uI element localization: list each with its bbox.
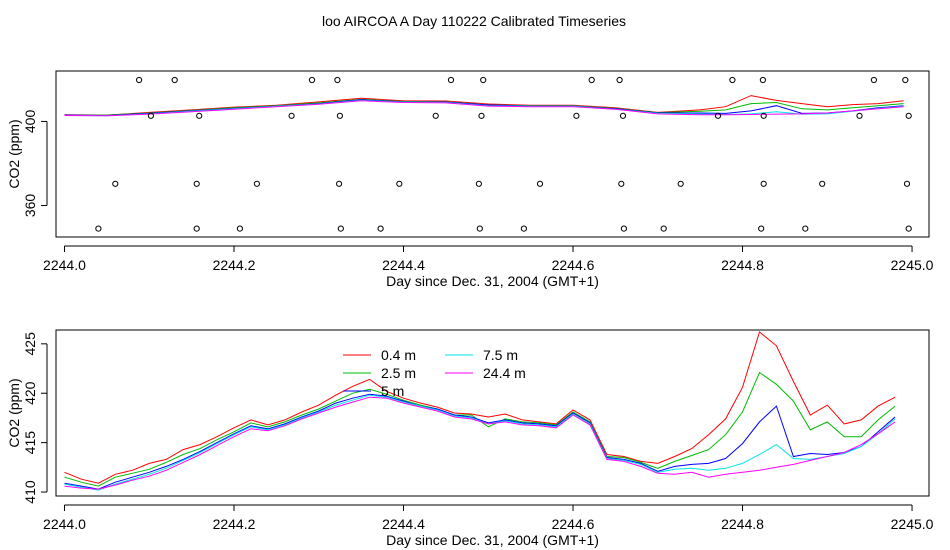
y-tick-label: 400 — [22, 110, 38, 134]
data-point — [112, 180, 119, 187]
data-point — [760, 180, 767, 187]
series-line-2 — [64, 99, 904, 117]
x-tick-label: 2244.6 — [552, 516, 595, 532]
y-tick-label: 410 — [22, 480, 38, 504]
top-panel: 2244.0 2244.2 2244.4 2244.6 2244.8 2245.0 Day … — [6, 70, 934, 289]
x-axis-label: Day since Dec. 31, 2004 (GMT+1) — [386, 532, 599, 548]
data-point — [619, 112, 627, 119]
series-line-4 — [64, 396, 896, 490]
series-line-1 — [64, 98, 904, 116]
data-point — [870, 76, 878, 84]
x-tick-label: 2245.0 — [891, 257, 934, 273]
data-point — [193, 225, 200, 232]
data-point — [377, 225, 384, 232]
bottom-panel: 2244.0 2244.2 2244.4 2244.6 2244.8 2245.0 Day … — [6, 329, 934, 548]
series-line-4 — [64, 100, 904, 117]
plot-frame — [55, 329, 930, 497]
data-point — [905, 112, 912, 119]
x-tick-label: 2244.0 — [43, 516, 86, 532]
data-point — [432, 112, 439, 119]
data-point — [288, 112, 295, 119]
data-point — [536, 180, 544, 187]
data-point — [196, 112, 203, 119]
data-point — [819, 180, 826, 187]
data-point — [618, 180, 625, 187]
y-axis-label: CO2 (ppm) — [6, 378, 22, 447]
data-point — [588, 76, 595, 84]
x-tick-label: 2244.4 — [382, 516, 425, 532]
series-line-0 — [64, 331, 896, 484]
data-point — [677, 180, 684, 187]
data-point — [856, 112, 863, 119]
legend-label: 24.4 m — [483, 365, 526, 381]
x-tick-label: 2244.2 — [213, 257, 256, 273]
data-point — [902, 76, 909, 84]
x-tick-label: 2245.0 — [891, 516, 934, 532]
data-point — [660, 225, 667, 232]
data-point — [193, 180, 200, 187]
legend-label: 0.4 m — [381, 347, 416, 363]
data-point — [336, 112, 343, 119]
legend-label: 7.5 m — [483, 347, 518, 363]
data-point — [714, 112, 722, 119]
data-point — [336, 180, 343, 187]
data-point — [334, 76, 341, 84]
data-point — [253, 180, 260, 187]
legend-label: 5 m — [381, 383, 404, 399]
data-point — [573, 112, 580, 119]
data-point — [475, 180, 482, 187]
x-tick-label: 2244.8 — [721, 257, 764, 273]
y-tick-label: 425 — [22, 332, 38, 356]
data-point — [478, 112, 485, 119]
data-point — [171, 76, 178, 84]
plot-frame — [55, 70, 930, 238]
x-tick-label: 2244.6 — [552, 257, 595, 273]
data-point — [236, 225, 243, 232]
data-point — [147, 112, 154, 119]
legend-label: 2.5 m — [381, 365, 416, 381]
data-point — [758, 225, 765, 232]
x-tick-label: 2244.2 — [213, 516, 256, 532]
x-tick-label: 2244.8 — [721, 516, 764, 532]
y-tick-label: 420 — [22, 381, 38, 405]
data-point — [447, 76, 455, 84]
data-point — [95, 225, 102, 232]
data-point — [396, 180, 403, 187]
x-tick-label: 2244.4 — [382, 257, 425, 273]
data-point — [520, 225, 528, 232]
data-point — [616, 76, 623, 84]
data-point — [905, 225, 912, 232]
data-point — [308, 76, 316, 84]
series-line-3 — [64, 394, 896, 491]
y-tick-label: 360 — [22, 194, 38, 218]
data-point — [620, 225, 628, 232]
data-point — [802, 225, 809, 232]
data-point — [136, 76, 143, 84]
series-line-2 — [64, 393, 896, 490]
data-point — [476, 225, 483, 232]
data-point — [903, 180, 911, 187]
figure-title: loo AIRCOA A Day 110222 Calibrated Times… — [322, 13, 626, 29]
data-point — [337, 225, 344, 232]
data-point — [760, 112, 767, 119]
y-tick-label: 415 — [22, 431, 38, 455]
data-point — [480, 76, 487, 84]
series-line-1 — [64, 371, 896, 487]
x-axis-label: Day since Dec. 31, 2004 (GMT+1) — [386, 273, 599, 289]
data-point — [759, 76, 767, 84]
x-tick-label: 2244.0 — [43, 257, 86, 273]
data-point — [729, 76, 736, 84]
legend: 0.4 m 2.5 m 5 m 7.5 m 24.4 m — [343, 347, 526, 399]
y-axis-label: CO2 (ppm) — [6, 119, 22, 188]
